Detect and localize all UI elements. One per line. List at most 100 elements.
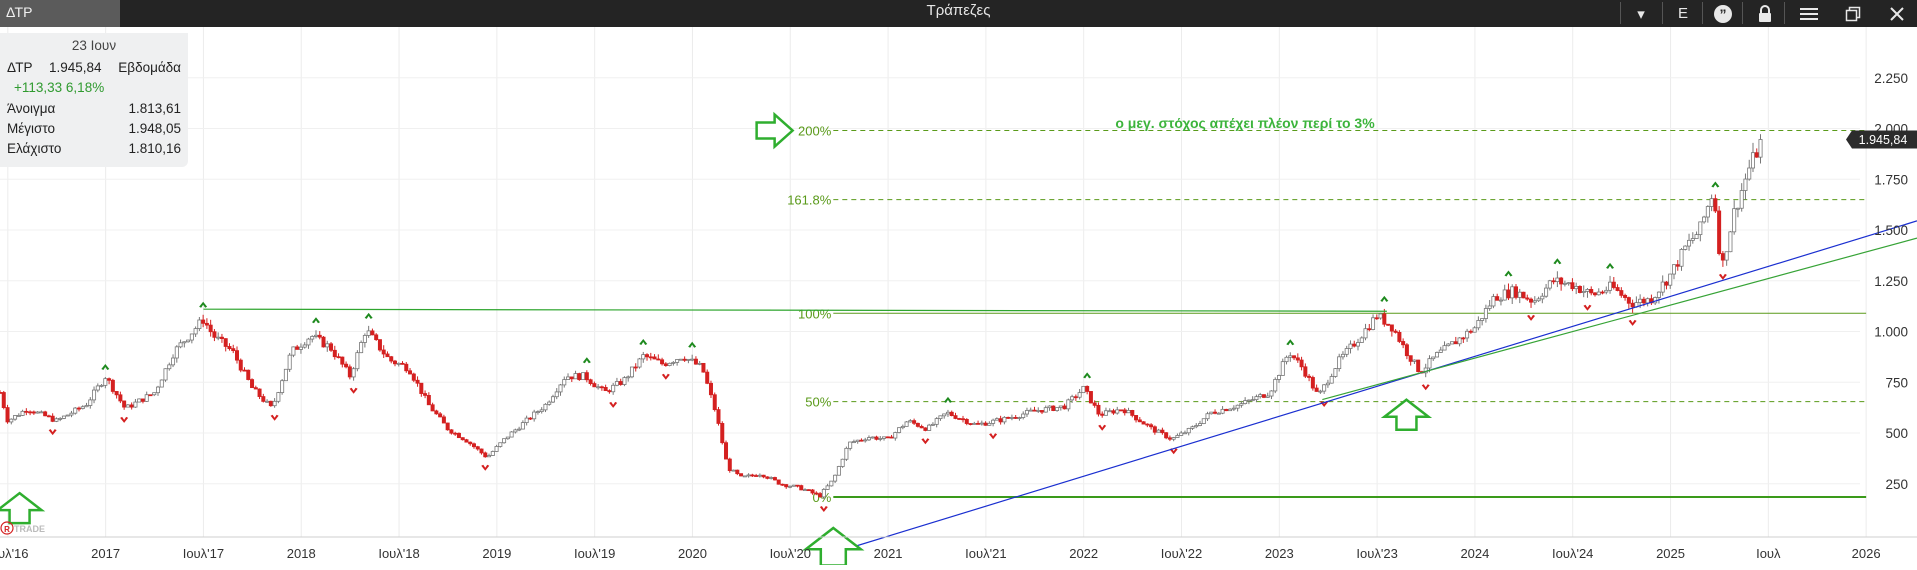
candle-up <box>908 420 913 423</box>
candle-up <box>1329 376 1334 384</box>
candle-up <box>1081 385 1086 394</box>
swing-low-marker <box>1527 314 1536 321</box>
candle-up <box>942 413 947 417</box>
candle-up <box>1348 343 1353 349</box>
candle-up <box>675 359 680 363</box>
candle-down <box>426 395 431 406</box>
candle-down <box>201 319 206 324</box>
candle-down <box>923 427 928 431</box>
y-tick-label: 1.250 <box>1874 274 1908 289</box>
candle-up <box>276 392 281 402</box>
fib-level-label: 200% <box>798 124 832 139</box>
candle-down <box>223 338 228 347</box>
candle-up <box>1205 413 1210 420</box>
candle-up <box>178 342 183 348</box>
candle-down <box>408 370 413 375</box>
candle-down <box>370 330 375 336</box>
x-tick-label: Ιουλ'23 <box>1356 546 1397 561</box>
dropdown-button[interactable]: ▾ <box>1622 0 1660 27</box>
y-tick-label: 1.750 <box>1874 172 1908 187</box>
candle-down <box>1111 410 1116 414</box>
swing-low-marker <box>609 401 618 408</box>
restore-button[interactable] <box>1834 0 1872 27</box>
candle-down <box>1619 290 1624 296</box>
candle-down <box>1382 313 1387 325</box>
candle-up <box>306 338 311 346</box>
candle-up <box>298 346 303 350</box>
x-tick-label: Ιουλ <box>1756 546 1781 561</box>
candle-up <box>1254 396 1259 401</box>
candle-down <box>445 422 450 431</box>
candle-down <box>1130 410 1135 416</box>
candle-down <box>1314 387 1319 392</box>
candle-up <box>1156 429 1161 433</box>
candle-down <box>1088 391 1093 404</box>
candle-up <box>1186 427 1191 434</box>
candle-down <box>1164 432 1169 439</box>
candle-up <box>1547 280 1552 289</box>
candle-down <box>818 493 823 498</box>
symbol-tab[interactable]: ΔΤΡ <box>0 0 120 27</box>
swing-high-marker <box>1553 258 1562 265</box>
chart-area[interactable]: 0%50%100%161.8%200% Ιουλ'162017Ιουλ'1720… <box>0 27 1917 567</box>
menu-button[interactable] <box>1790 0 1828 27</box>
candle-down <box>693 358 698 365</box>
candle-down <box>648 356 653 359</box>
candle-down <box>257 388 262 397</box>
candle-up <box>994 418 999 421</box>
candle-down <box>735 469 740 475</box>
candle-up <box>152 392 157 396</box>
candle-up <box>991 419 996 424</box>
candle-down <box>392 360 397 365</box>
y-tick-label: 2.250 <box>1874 71 1908 86</box>
close-button[interactable] <box>1878 0 1916 27</box>
candle-up <box>550 396 555 403</box>
swing-low-marker <box>270 414 279 421</box>
candle-up <box>1747 167 1752 180</box>
candle-down <box>1754 152 1759 158</box>
candle-down <box>682 358 687 361</box>
candle-up <box>88 399 93 406</box>
candle-down <box>1600 291 1605 294</box>
separator <box>1702 2 1703 24</box>
swing-low-marker <box>1583 304 1592 311</box>
candle-down <box>1393 330 1398 333</box>
swing-low-marker <box>661 373 670 380</box>
candle-up <box>1220 408 1225 414</box>
candle-down <box>468 441 473 445</box>
candle-up <box>1250 399 1255 402</box>
candle-up <box>1024 410 1029 415</box>
title-bar: ΔΤΡ Τράπεζες ▾ E ” <box>0 0 1917 27</box>
candle-down <box>1295 357 1300 361</box>
candle-up <box>197 319 202 329</box>
candle-down <box>129 404 134 408</box>
candle-down <box>374 334 379 341</box>
quote-button[interactable]: ” <box>1704 0 1742 27</box>
candle-down <box>1401 341 1406 346</box>
quote-icon: ” <box>1714 4 1732 23</box>
candle-down <box>1623 294 1628 298</box>
candle-up <box>934 418 939 425</box>
candle-down <box>110 379 115 392</box>
candle-down <box>1506 289 1511 299</box>
candle-up <box>1077 392 1082 398</box>
candle-down <box>1137 419 1142 423</box>
lock-button[interactable] <box>1746 0 1784 27</box>
x-tick-label: Ιουλ'24 <box>1552 546 1593 561</box>
candle-up <box>678 358 683 361</box>
candle-down <box>50 415 55 422</box>
candle-up <box>1702 216 1707 223</box>
e-button[interactable]: E <box>1664 0 1702 27</box>
candle-up <box>927 424 932 431</box>
candle-up <box>1683 245 1688 250</box>
candle-down <box>885 436 890 439</box>
candle-down <box>656 358 661 361</box>
candle-down <box>385 353 390 358</box>
price-chart[interactable]: 0%50%100%161.8%200% Ιουλ'162017Ιουλ'1720… <box>0 27 1917 567</box>
candle-up <box>487 455 492 458</box>
candle-down <box>588 379 593 384</box>
candle-up <box>1258 394 1263 398</box>
candle-up <box>535 411 540 413</box>
candle-down <box>1589 289 1594 294</box>
candle-up <box>1585 289 1590 292</box>
